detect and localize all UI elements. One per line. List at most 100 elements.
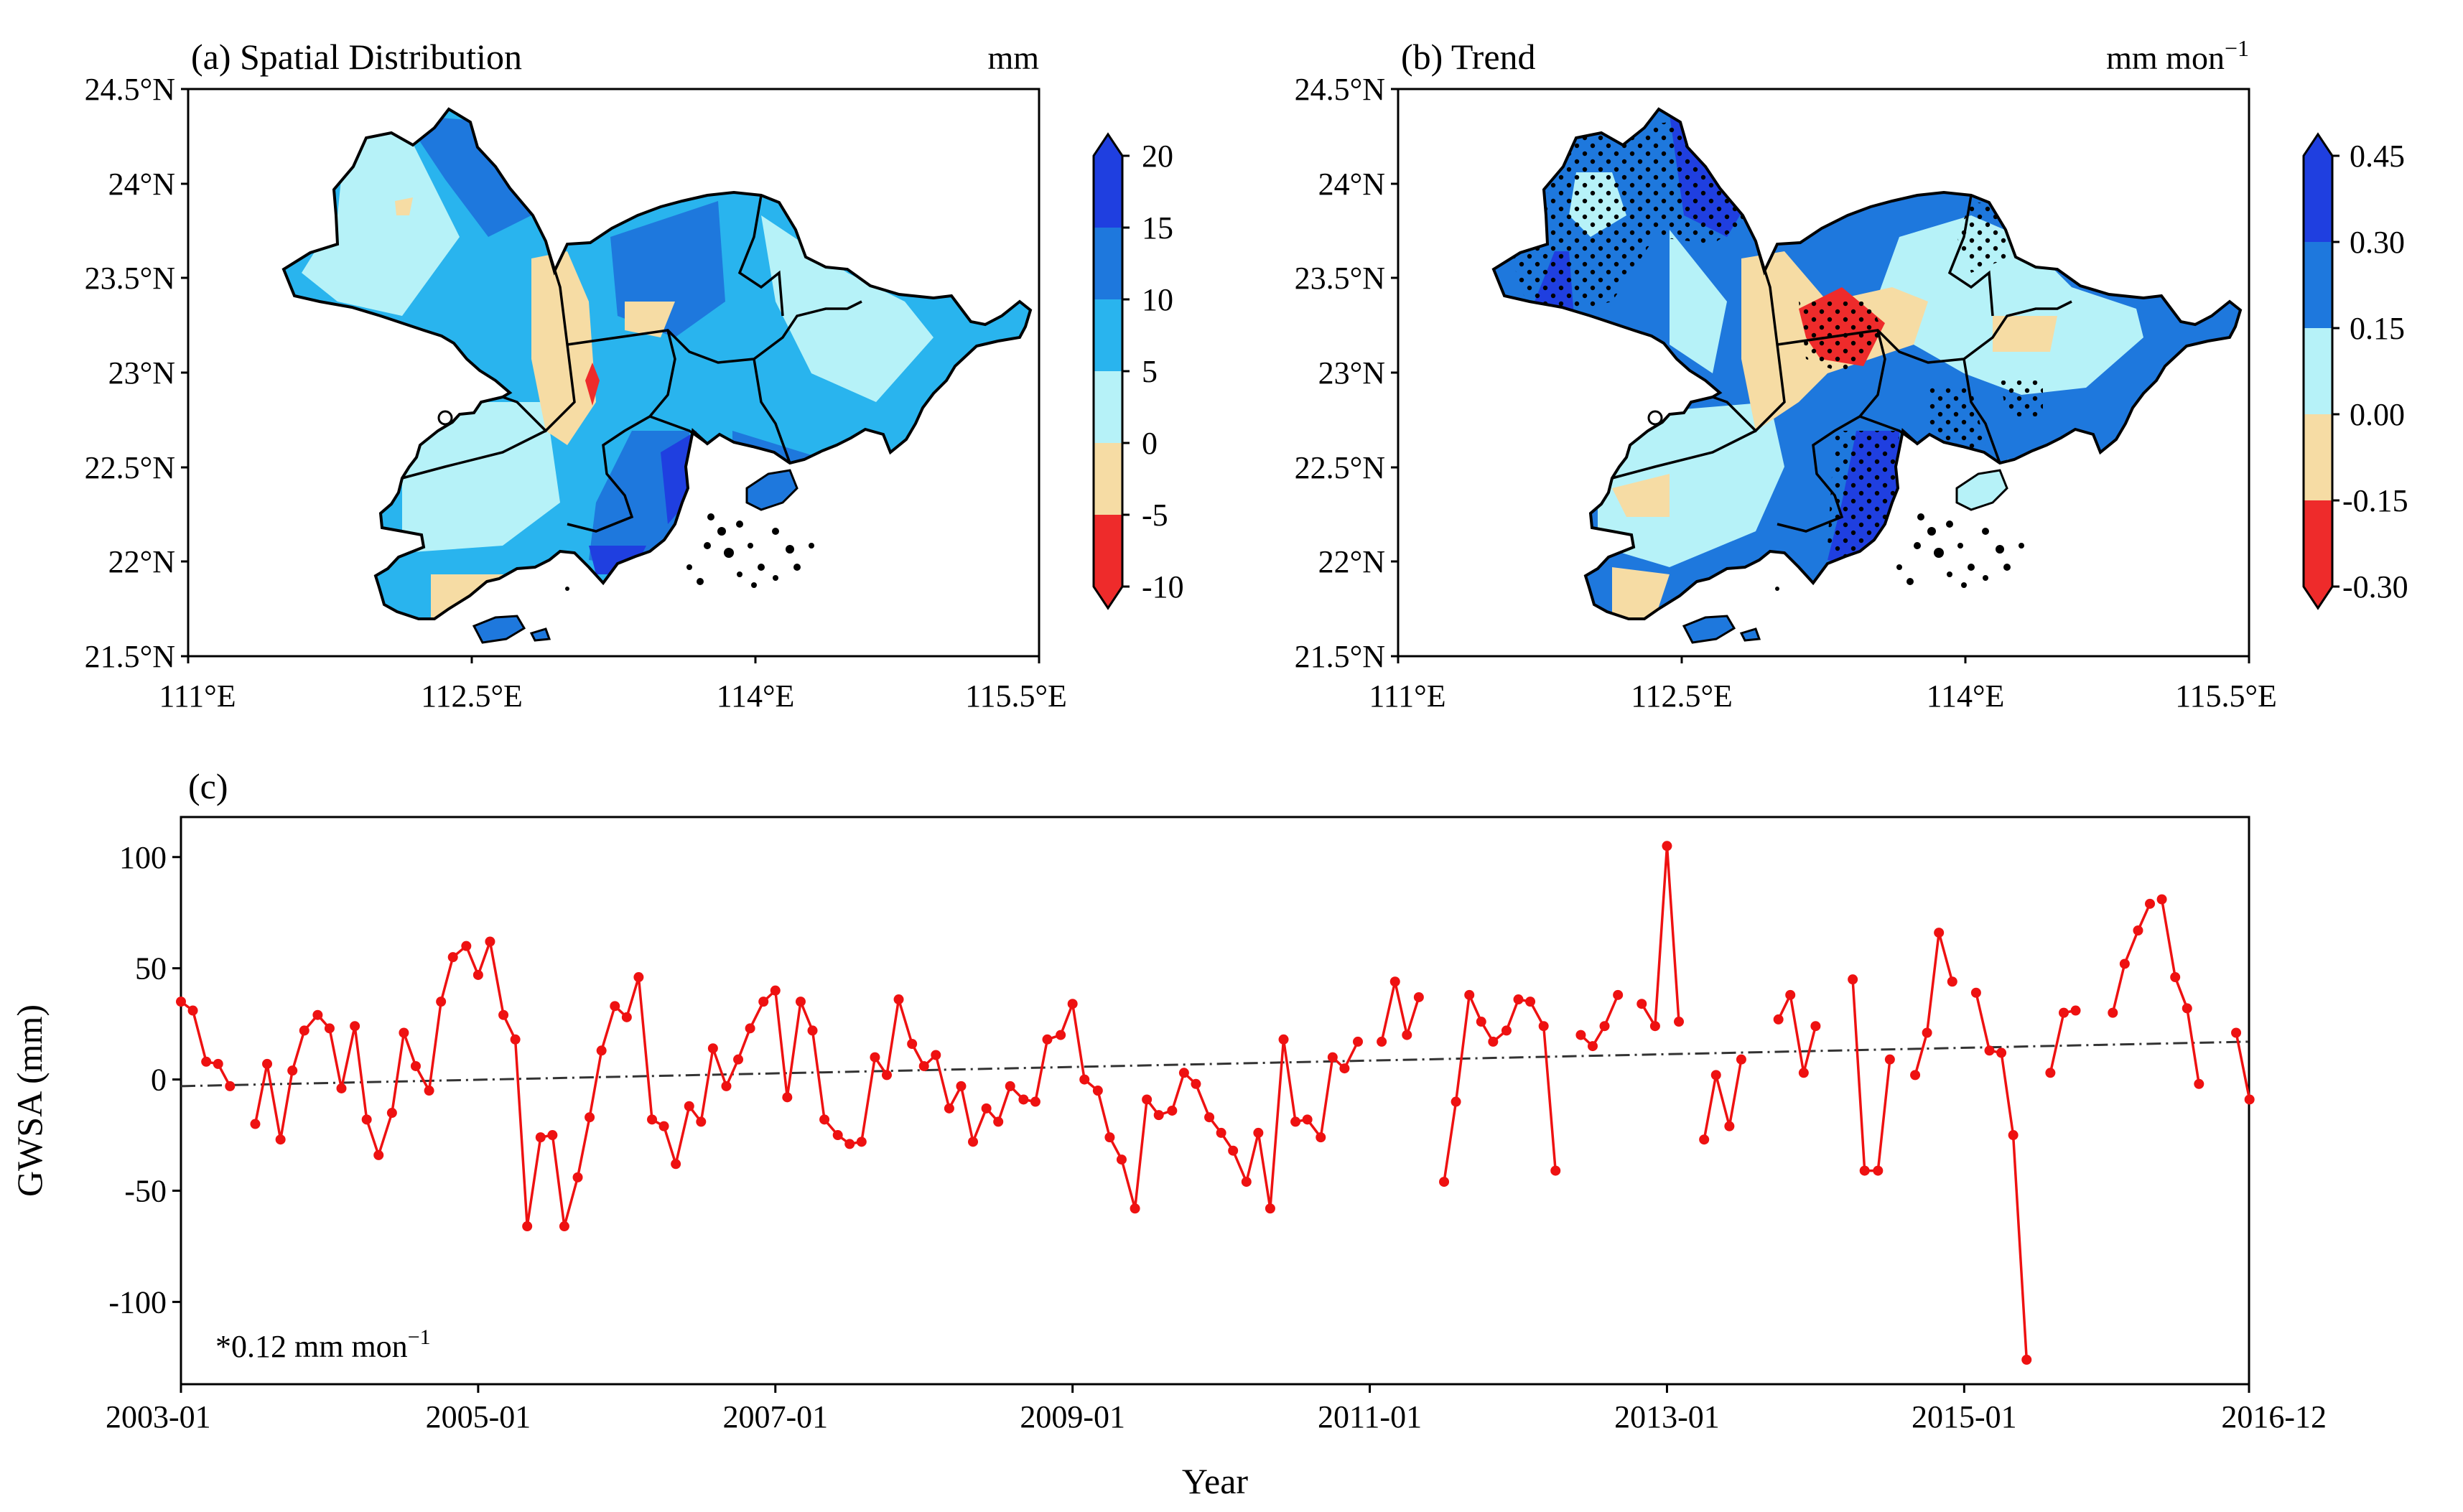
series-line	[1703, 1059, 1743, 1140]
x-tick-label: 2015-01	[1912, 1399, 2017, 1434]
data-point	[832, 1130, 843, 1141]
data-point	[1018, 1094, 1029, 1105]
data-point	[1724, 1121, 1735, 1131]
islands-b	[1682, 469, 2008, 644]
data-point	[1353, 1036, 1364, 1047]
data-point	[350, 1021, 360, 1032]
data-point	[2059, 1007, 2069, 1018]
colorbar-b-label: 0.00	[2350, 397, 2405, 432]
gwsa-series	[176, 841, 2255, 1365]
data-point	[1773, 1014, 1784, 1025]
zone-a-pale2	[388, 402, 560, 553]
data-point	[1178, 1068, 1189, 1078]
panel-a-title: (a) Spatial Distribution	[191, 37, 522, 77]
data-point	[893, 994, 904, 1005]
data-point	[1934, 928, 1945, 938]
x-tick-label: 2011-01	[1318, 1399, 1422, 1434]
data-point	[1599, 1021, 1610, 1032]
data-point	[745, 1023, 755, 1034]
lon-labels-b: 111°E 112.5°E 114°E 115.5°E	[1369, 678, 2277, 714]
data-point	[1030, 1096, 1040, 1107]
data-point	[410, 1060, 421, 1071]
data-point	[485, 936, 495, 947]
colorbar-a: 20 15 10 5 0 -5 -10	[1092, 132, 1184, 610]
zone-a-neg2	[625, 302, 675, 337]
y-tick-label: -100	[108, 1284, 167, 1320]
x-axis-label: Year	[1182, 1461, 1248, 1501]
data-point	[1204, 1112, 1215, 1123]
y-tick-label: 50	[135, 951, 167, 986]
data-point	[510, 1034, 521, 1045]
data-point	[1649, 1021, 1660, 1032]
data-point	[1153, 1110, 1164, 1121]
data-point	[386, 1108, 397, 1119]
data-point	[2108, 1007, 2118, 1018]
data-point	[1067, 999, 1078, 1009]
panel-b-title: (b) Trend	[1401, 37, 1536, 77]
data-point	[312, 1009, 323, 1020]
y-axis: 100 50 0 -50 -100	[108, 840, 181, 1320]
series-line	[1777, 994, 1817, 1075]
x-tick-label: 2013-01	[1614, 1399, 1720, 1434]
lon-labels-a: 111°E 112.5°E 114°E 115.5°E	[159, 678, 1067, 714]
series-line	[2160, 899, 2201, 1085]
zone-a-pale	[302, 122, 460, 316]
lat-label: 24.5°N	[85, 72, 175, 107]
data-point	[944, 1103, 954, 1114]
data-point	[856, 1137, 867, 1147]
panel-a: 24.5°N 24°N 23.5°N 23°N 22.5°N 22°N 21.5…	[85, 37, 1184, 714]
data-point	[1501, 1025, 1512, 1036]
data-point	[610, 1001, 620, 1012]
data-point	[819, 1114, 830, 1125]
data-point	[1810, 1021, 1821, 1032]
data-point	[2156, 894, 2167, 905]
series-line	[1851, 979, 1891, 1172]
data-point	[1710, 1070, 1721, 1081]
data-point	[596, 1045, 607, 1056]
data-point	[2231, 1027, 2242, 1038]
colorbar-a-bin	[1094, 156, 1122, 228]
trend-annotation: *0.12 mm mon−1	[215, 1325, 431, 1364]
data-point	[931, 1050, 941, 1060]
data-point	[399, 1027, 409, 1038]
lat-label: 23.5°N	[85, 261, 175, 296]
zone-a-red	[585, 363, 600, 406]
lat-label: 22.5°N	[85, 450, 175, 485]
series-line	[253, 940, 1359, 1228]
lat-label: 21.5°N	[1295, 639, 1385, 674]
data-point	[498, 1009, 509, 1020]
colorbar-b-extend-top	[2304, 134, 2332, 156]
x-tick-label: 2009-01	[1020, 1399, 1125, 1434]
data-point	[1116, 1154, 1127, 1165]
data-point	[2008, 1130, 2019, 1141]
data-point	[572, 1172, 583, 1182]
data-point	[795, 997, 806, 1007]
data-point	[1402, 1030, 1412, 1040]
data-point	[770, 985, 781, 996]
data-point	[187, 1005, 198, 1016]
panel-c-label: (c)	[188, 766, 228, 806]
x-tick-label: 2005-01	[426, 1399, 531, 1434]
lon-label: 111°E	[159, 678, 236, 714]
series-line	[1580, 994, 1619, 1047]
data-point	[250, 1119, 261, 1129]
islands-a	[472, 469, 799, 644]
series-line	[1914, 931, 1954, 1075]
data-point	[2119, 958, 2130, 969]
data-point	[1538, 1021, 1549, 1032]
data-point	[1970, 987, 1981, 998]
small-islands-a	[437, 410, 814, 591]
panel-a-unit: mm	[987, 39, 1039, 76]
data-point	[870, 1052, 880, 1063]
colorbar-b-bin	[2304, 242, 2332, 328]
data-point	[1056, 1030, 1066, 1040]
data-point	[1613, 989, 1624, 1000]
x-tick-label: 2016-12	[2221, 1399, 2327, 1434]
data-point	[956, 1081, 967, 1091]
colorbar-a-bin	[1094, 371, 1122, 443]
data-point	[1253, 1127, 1264, 1138]
data-point	[633, 972, 644, 983]
data-point	[535, 1132, 546, 1143]
data-point	[1216, 1127, 1226, 1138]
lat-label: 21.5°N	[85, 639, 175, 674]
